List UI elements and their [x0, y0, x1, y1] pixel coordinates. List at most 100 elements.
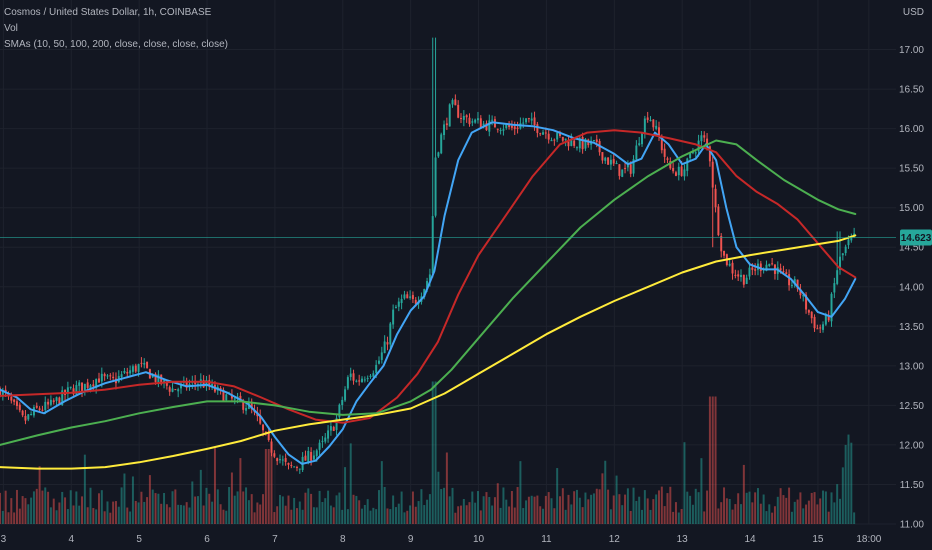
candle-body [768, 263, 771, 267]
candle-body [508, 124, 511, 128]
volume-bar [683, 442, 686, 524]
volume-bar [428, 494, 431, 524]
volume-bar [833, 502, 836, 524]
candle-body [222, 389, 225, 402]
candle-body [561, 136, 564, 141]
volume-bar [157, 493, 160, 524]
volume-bar [383, 486, 386, 524]
volume-bar [488, 497, 491, 524]
candle-body [174, 389, 177, 391]
volume-bar [389, 509, 392, 524]
candle-body [683, 169, 686, 177]
volume-bar [1, 510, 4, 524]
volume-bar [239, 458, 242, 524]
candles [0, 37, 856, 474]
volume-bar [95, 509, 98, 524]
volume-bar [109, 512, 112, 524]
volume-bar [652, 499, 655, 524]
candle-body [346, 377, 349, 389]
candle-body [312, 455, 315, 460]
legend-smas[interactable]: SMAs (10, 50, 100, 200, close, close, cl… [4, 39, 228, 50]
volume-bar [519, 461, 522, 524]
price-tick-label: 12.50 [899, 401, 924, 412]
volume-bar [782, 495, 785, 524]
volume-bar [525, 500, 528, 524]
volume-bar [378, 490, 380, 524]
volume-bar [49, 507, 52, 524]
candle-body [805, 294, 808, 310]
candle-body [573, 140, 576, 146]
volume-bar [510, 491, 513, 524]
volume-bar [86, 507, 89, 524]
candle-body [788, 274, 791, 286]
volume-bar [222, 509, 225, 524]
candle-body [411, 295, 414, 300]
volume-bar [516, 487, 519, 524]
candle-body [363, 379, 366, 381]
candle-body [819, 327, 822, 329]
volume-bar [426, 499, 429, 524]
candle-body [850, 237, 853, 241]
candle-body [349, 373, 352, 377]
volume-bar [61, 491, 64, 524]
volume-bar [10, 498, 13, 524]
volume-bar [281, 496, 284, 524]
volume-bar [706, 490, 709, 524]
volume-bar [584, 492, 587, 524]
candle-body [737, 274, 740, 277]
price-axis: USD 11.00 11.50 12.00 12.50 13.00 13.50 14.00 14… [899, 7, 932, 531]
volume-bar [213, 448, 216, 524]
volume-bar [836, 484, 839, 524]
candle-body [547, 133, 550, 140]
candle-body [731, 262, 734, 274]
candle-body [655, 125, 658, 129]
volume-bar [81, 496, 84, 524]
volume-bar [550, 498, 553, 524]
legend-volume[interactable]: Vol [4, 23, 18, 34]
volume-bar [805, 504, 808, 524]
candle-body [530, 118, 533, 121]
candle-body [239, 395, 242, 401]
volume-bar [165, 504, 168, 524]
price-tick-label: 15.50 [899, 164, 924, 175]
candle-body [720, 235, 723, 252]
candle-body [287, 462, 290, 465]
candle-body [830, 293, 833, 322]
candle-body [629, 164, 632, 174]
candle-body [624, 167, 627, 169]
candle-body [400, 298, 403, 304]
volume-bar [522, 508, 525, 524]
volume-bar [666, 493, 669, 524]
volume-bar [270, 449, 273, 524]
legend-symbol[interactable]: Cosmos / United States Dollar, 1h, COINB… [4, 7, 212, 18]
candle-body [15, 401, 18, 406]
volume-bar [731, 509, 734, 524]
volume-bar [590, 494, 593, 524]
candle-body [790, 285, 793, 287]
candle-body [796, 279, 799, 289]
candle-body [533, 117, 536, 126]
candle-body [542, 132, 545, 135]
candle-body [10, 396, 13, 401]
volume-bar [756, 488, 759, 524]
candle-body [66, 387, 69, 394]
time-tick-label: 8 [340, 534, 346, 545]
candle-body [44, 401, 47, 411]
volume-bar [72, 505, 75, 524]
volume-bar [216, 489, 219, 524]
price-tick-label: 14.50 [899, 243, 924, 254]
candle-body [131, 366, 134, 372]
candle-body [694, 152, 697, 154]
candle-body [437, 152, 440, 157]
volume-bar [298, 501, 301, 524]
volume-bar [587, 499, 590, 524]
candle-body [327, 430, 330, 439]
volume-bar [819, 498, 822, 524]
volume-bar [575, 489, 578, 524]
volume-bar [83, 454, 86, 524]
candle-body [335, 418, 338, 430]
volume-bar [626, 488, 629, 524]
candle-body [295, 467, 298, 469]
volume-bar [773, 506, 776, 524]
